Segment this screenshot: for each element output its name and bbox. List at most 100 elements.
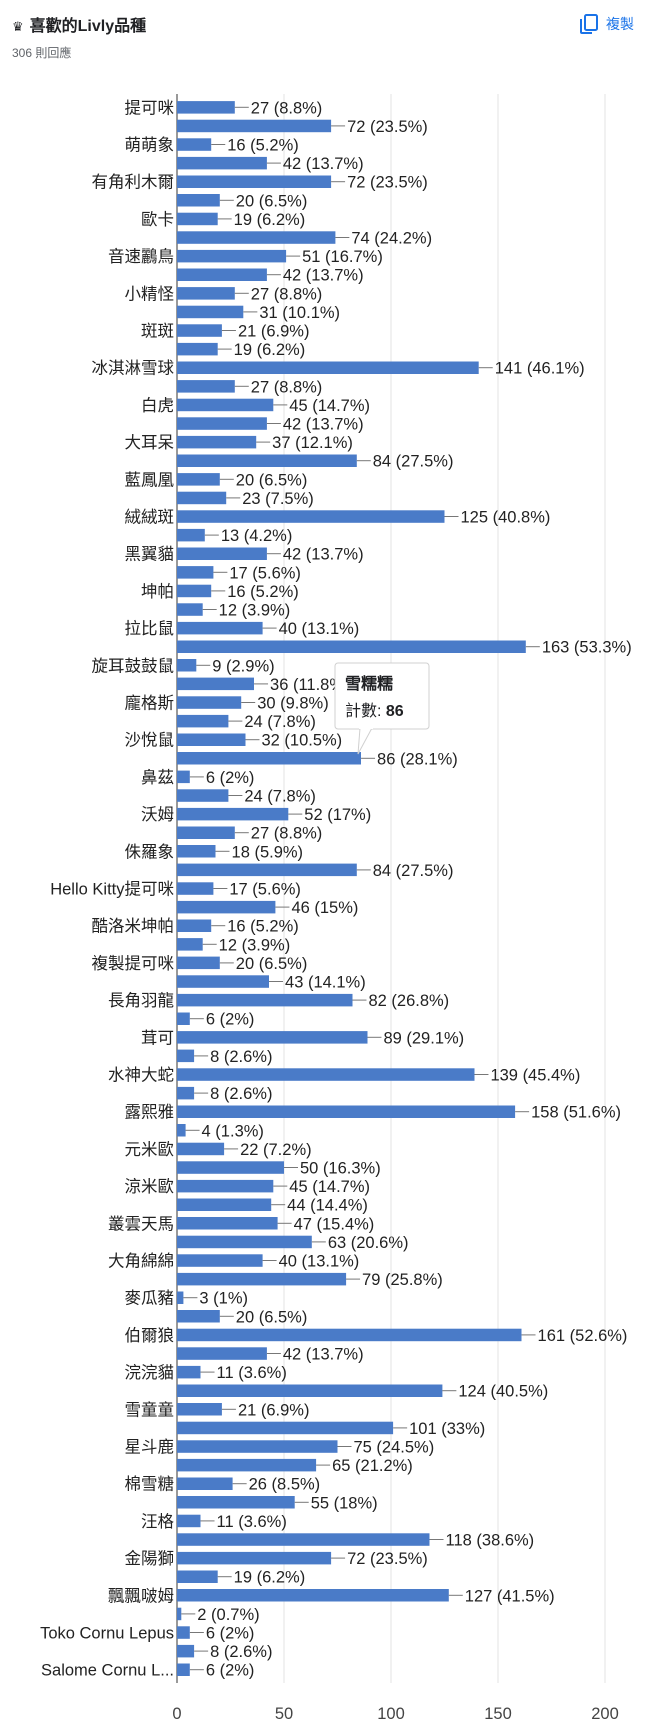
bar[interactable]	[177, 1124, 186, 1137]
bar[interactable]	[177, 547, 267, 561]
bar[interactable]	[177, 119, 332, 133]
data-label: 27 (8.8%)	[251, 378, 323, 396]
bar[interactable]	[177, 845, 216, 858]
bar[interactable]	[177, 1496, 295, 1509]
data-label: 19 (6.2%)	[234, 1569, 306, 1587]
bar[interactable]	[177, 900, 276, 914]
bar[interactable]	[177, 435, 257, 449]
bar[interactable]	[177, 1328, 522, 1342]
bar[interactable]	[177, 1663, 190, 1677]
bar[interactable]	[177, 398, 274, 412]
bar[interactable]	[177, 138, 212, 151]
bar[interactable]	[177, 1570, 218, 1584]
bar[interactable]	[177, 938, 203, 951]
bar[interactable]	[177, 1514, 201, 1528]
bar[interactable]	[177, 1310, 220, 1323]
bar[interactable]	[177, 1551, 332, 1565]
bar[interactable]	[177, 1179, 274, 1193]
bar[interactable]	[177, 826, 235, 840]
bar[interactable]	[177, 566, 214, 579]
bar[interactable]	[177, 361, 479, 375]
bar[interactable]	[177, 677, 254, 691]
tooltip-value: 86	[386, 703, 404, 720]
bar[interactable]	[177, 1161, 284, 1174]
bar[interactable]	[177, 956, 220, 970]
bar[interactable]	[177, 1235, 312, 1249]
bar[interactable]	[177, 231, 336, 244]
response-count: 306 則回應	[12, 46, 72, 60]
bar[interactable]	[177, 1031, 368, 1044]
data-label: 31 (10.1%)	[259, 304, 340, 322]
bar[interactable]	[177, 584, 212, 598]
bar[interactable]	[177, 156, 267, 170]
bar[interactable]	[177, 324, 222, 337]
bar[interactable]	[177, 454, 357, 468]
data-label: 43 (14.1%)	[285, 974, 366, 992]
bar[interactable]	[177, 863, 357, 877]
bar[interactable]	[177, 417, 267, 430]
bar[interactable]	[177, 175, 332, 189]
bar[interactable]	[177, 194, 220, 207]
bar[interactable]	[177, 1272, 347, 1286]
bar[interactable]	[177, 789, 229, 802]
bar[interactable]	[177, 1607, 182, 1621]
bar[interactable]	[177, 287, 235, 300]
bar[interactable]	[177, 1012, 190, 1026]
bar[interactable]	[177, 1049, 195, 1063]
bar[interactable]	[177, 659, 197, 672]
bar[interactable]	[177, 882, 214, 895]
bar[interactable]	[177, 640, 526, 654]
data-label: 12 (3.9%)	[219, 936, 291, 954]
bar[interactable]	[177, 305, 244, 319]
bar[interactable]	[177, 268, 267, 282]
bar[interactable]	[177, 1440, 338, 1453]
bar[interactable]	[177, 752, 361, 765]
bar[interactable]	[177, 770, 190, 784]
bar[interactable]	[177, 1533, 430, 1546]
bar[interactable]	[177, 696, 242, 709]
bar[interactable]	[177, 1291, 184, 1305]
bar[interactable]	[177, 975, 269, 988]
bar[interactable]	[177, 1254, 263, 1267]
bar[interactable]	[177, 919, 212, 933]
bar[interactable]	[177, 1644, 195, 1658]
bar[interactable]	[177, 473, 220, 486]
bar[interactable]	[177, 733, 246, 747]
data-label: 16 (5.2%)	[227, 137, 299, 155]
data-label: 20 (6.5%)	[236, 1308, 308, 1326]
bar[interactable]	[177, 101, 235, 114]
bar[interactable]	[177, 510, 445, 523]
category-label: 露熙雅	[125, 1103, 175, 1122]
category-label: 白虎	[141, 396, 174, 415]
bar[interactable]	[177, 1105, 516, 1119]
bar[interactable]	[177, 1477, 233, 1491]
bar[interactable]	[177, 1589, 449, 1602]
x-axis-ticks: 0 50 100 150 200	[172, 1705, 618, 1723]
bar[interactable]	[177, 1068, 475, 1081]
bar[interactable]	[177, 1217, 278, 1230]
bar[interactable]	[177, 342, 218, 356]
bar[interactable]	[177, 714, 229, 728]
bar[interactable]	[177, 603, 203, 616]
bar[interactable]	[177, 993, 353, 1007]
bar[interactable]	[177, 621, 263, 635]
bar[interactable]	[177, 1086, 195, 1100]
bar[interactable]	[177, 491, 227, 505]
bar[interactable]	[177, 1365, 201, 1379]
data-label: 6 (2%)	[206, 1011, 255, 1029]
bar[interactable]	[177, 1142, 225, 1156]
copy-button[interactable]: 複製	[580, 10, 634, 38]
data-label: 2 (0.7%)	[197, 1606, 259, 1624]
bar[interactable]	[177, 1626, 190, 1639]
bar[interactable]	[177, 1403, 222, 1416]
bar[interactable]	[177, 528, 205, 542]
bar[interactable]	[177, 249, 287, 263]
bar[interactable]	[177, 212, 218, 226]
bar[interactable]	[177, 1198, 272, 1212]
bar[interactable]	[177, 380, 235, 393]
bar[interactable]	[177, 807, 289, 821]
bar[interactable]	[177, 1347, 267, 1360]
bar[interactable]	[177, 1421, 394, 1435]
bar[interactable]	[177, 1384, 443, 1398]
bar[interactable]	[177, 1458, 317, 1472]
